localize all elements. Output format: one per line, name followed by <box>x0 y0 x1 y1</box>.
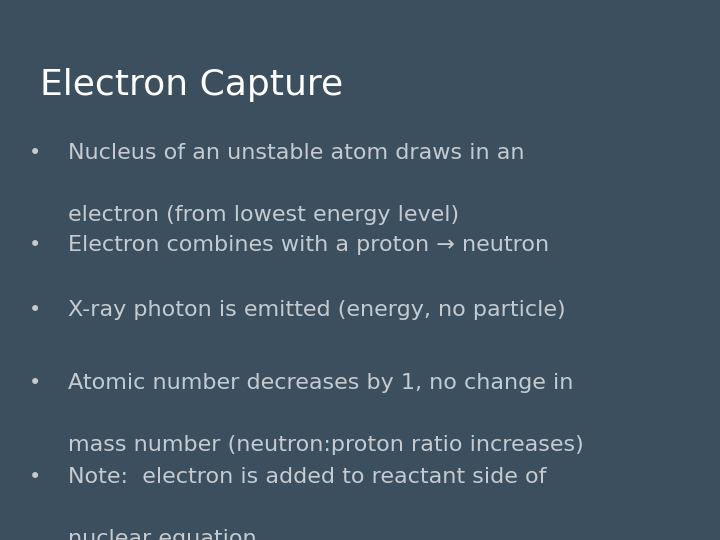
Text: Note:  electron is added to reactant side of: Note: electron is added to reactant side… <box>68 467 547 487</box>
Text: •: • <box>28 143 41 163</box>
Text: •: • <box>28 300 41 320</box>
Text: Electron combines with a proton → neutron: Electron combines with a proton → neutro… <box>68 235 549 255</box>
Text: •: • <box>28 467 41 487</box>
Text: electron (from lowest energy level): electron (from lowest energy level) <box>68 205 459 225</box>
Text: Electron Capture: Electron Capture <box>40 68 343 102</box>
Text: Nucleus of an unstable atom draws in an: Nucleus of an unstable atom draws in an <box>68 143 525 163</box>
Text: X-ray photon is emitted (energy, no particle): X-ray photon is emitted (energy, no part… <box>68 300 566 320</box>
Text: nuclear equation: nuclear equation <box>68 529 257 540</box>
Text: mass number (neutron:proton ratio increases): mass number (neutron:proton ratio increa… <box>68 435 584 455</box>
Text: •: • <box>28 235 41 255</box>
Text: •: • <box>28 373 41 393</box>
Text: Atomic number decreases by 1, no change in: Atomic number decreases by 1, no change … <box>68 373 574 393</box>
